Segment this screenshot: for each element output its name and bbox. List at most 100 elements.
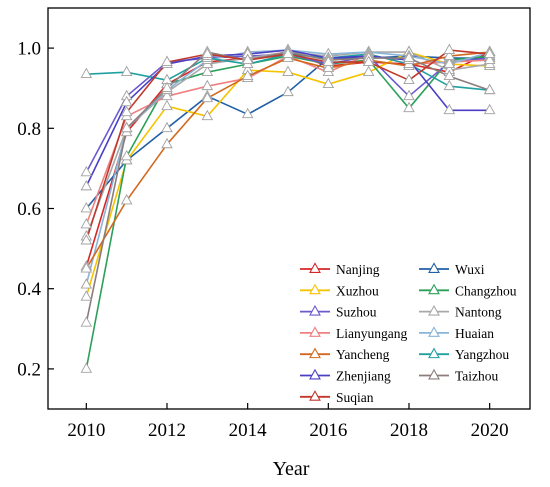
legend-item-wuxi: Wuxi xyxy=(419,262,485,277)
legend-item-zhenjiang: Zhenjiang xyxy=(300,369,391,384)
x-tick-label: 2016 xyxy=(309,420,347,441)
legend-label: Nantong xyxy=(455,305,502,320)
data-point-wuxi xyxy=(161,121,173,133)
legend-label: Suqian xyxy=(336,390,374,405)
x-tick-label: 2012 xyxy=(148,420,186,441)
x-tick-label: 2018 xyxy=(390,420,428,441)
data-point-zhenjiang xyxy=(483,103,496,115)
legend-marker xyxy=(309,326,321,337)
legend-item-nantong: Nantong xyxy=(419,305,502,320)
x-tick-label: 2010 xyxy=(67,420,105,441)
data-point-zhenjiang xyxy=(120,95,133,107)
series-line-changzhou xyxy=(85,55,490,370)
data-point-xuzhou xyxy=(362,65,375,77)
data-point-taizhou xyxy=(161,81,173,93)
data-point-xuzhou xyxy=(201,109,214,121)
data-point-yancheng xyxy=(241,69,254,81)
y-tick-label: 0.2 xyxy=(17,359,41,380)
legend-item-lianyungang: Lianyungang xyxy=(300,326,407,341)
data-point-xuzhou xyxy=(282,65,294,77)
y-tick-label: 0.8 xyxy=(17,119,41,140)
legend-label: Wuxi xyxy=(455,262,485,277)
tick-labels: 2010 2012 2014 2016 2018 2020 0.2 0.4 0.6 0.8 1.0 xyxy=(17,39,508,441)
data-point-taizhou xyxy=(80,316,93,327)
data-point-wuxi xyxy=(241,107,254,119)
data-point-suqian xyxy=(241,53,254,64)
legend-marker xyxy=(428,368,440,380)
data-point-suqian xyxy=(322,55,335,67)
x-tick-label: 2020 xyxy=(471,420,509,441)
data-point-yangzhou xyxy=(443,79,456,91)
data-point-changzhou xyxy=(120,149,133,161)
legend-item-suzhou: Suzhou xyxy=(300,305,377,320)
legend-item-yancheng: Yancheng xyxy=(300,347,390,362)
legend-marker xyxy=(309,368,321,380)
legend-label: Lianyungang xyxy=(336,326,407,341)
legend-marker xyxy=(428,262,440,273)
series-markers xyxy=(80,43,496,373)
data-point-suzhou xyxy=(403,89,415,101)
legend-item-huaian: Huaian xyxy=(419,326,494,341)
legend-label: Suzhou xyxy=(336,305,377,320)
data-point-yancheng xyxy=(120,193,133,205)
data-point-changzhou xyxy=(403,101,415,113)
data-point-yancheng xyxy=(201,91,214,103)
legend-label: Changzhou xyxy=(455,283,517,298)
data-point-xuzhou xyxy=(161,99,173,111)
data-point-taizhou xyxy=(403,51,415,62)
legend-label: Huaian xyxy=(455,326,494,341)
data-point-yancheng xyxy=(322,61,335,73)
y-tick-label: 1.0 xyxy=(17,39,41,60)
y-tick-label: 0.6 xyxy=(17,199,41,220)
legend-label: Yancheng xyxy=(336,347,390,362)
data-point-lianyungang xyxy=(80,218,93,229)
legend-marker xyxy=(428,347,440,359)
legend-marker xyxy=(309,262,321,273)
data-point-suqian xyxy=(161,55,173,67)
legend-label: Yangzhou xyxy=(455,347,509,362)
data-point-suqian xyxy=(483,47,496,58)
data-point-wuxi xyxy=(282,85,294,97)
y-tick-label: 0.4 xyxy=(17,279,41,300)
data-point-suqian xyxy=(443,43,456,54)
data-point-huaian xyxy=(80,278,93,289)
legend-marker xyxy=(309,304,321,316)
legend-item-taizhou: Taizhou xyxy=(419,369,499,384)
data-point-yancheng xyxy=(161,137,173,149)
data-point-suqian xyxy=(80,234,93,245)
data-point-suqian xyxy=(282,47,294,58)
data-point-yangzhou xyxy=(120,65,133,77)
data-point-lianyungang xyxy=(483,53,496,64)
data-point-lianyungang xyxy=(161,89,173,101)
data-point-lianyungang xyxy=(201,79,214,91)
legend-item-yangzhou: Yangzhou xyxy=(419,347,509,362)
legend: Nanjing Wuxi Xuzhou Changzhou Suzhou Nantong L… xyxy=(300,262,517,405)
legend-marker xyxy=(309,347,321,359)
legend-marker xyxy=(309,283,321,295)
data-point-xuzhou xyxy=(322,77,335,89)
data-point-taizhou xyxy=(120,121,133,133)
legend-marker xyxy=(309,390,321,401)
data-point-wuxi xyxy=(80,201,93,213)
data-point-huaian xyxy=(443,57,456,69)
x-axis-title: Year xyxy=(273,458,310,480)
data-point-zhenjiang xyxy=(80,179,93,191)
data-point-yangzhou xyxy=(80,67,93,79)
data-point-taizhou xyxy=(483,83,496,95)
legend-label: Xuzhou xyxy=(336,283,379,298)
data-point-suqian xyxy=(201,47,214,58)
data-point-suqian xyxy=(362,55,375,67)
data-point-yancheng xyxy=(80,262,93,273)
legend-label: Nanjing xyxy=(336,262,380,277)
legend-marker xyxy=(428,326,440,337)
plot-content xyxy=(80,43,496,373)
axis-ticks xyxy=(48,47,491,409)
legend-item-nanjing: Nanjing xyxy=(300,262,380,277)
legend-item-suqian: Suqian xyxy=(300,390,374,405)
legend-item-xuzhou: Xuzhou xyxy=(300,283,379,298)
data-point-changzhou xyxy=(201,65,214,77)
data-point-zhenjiang xyxy=(443,103,456,115)
legend-marker xyxy=(428,304,440,316)
data-point-suqian xyxy=(120,105,133,117)
legend-marker xyxy=(428,283,440,295)
